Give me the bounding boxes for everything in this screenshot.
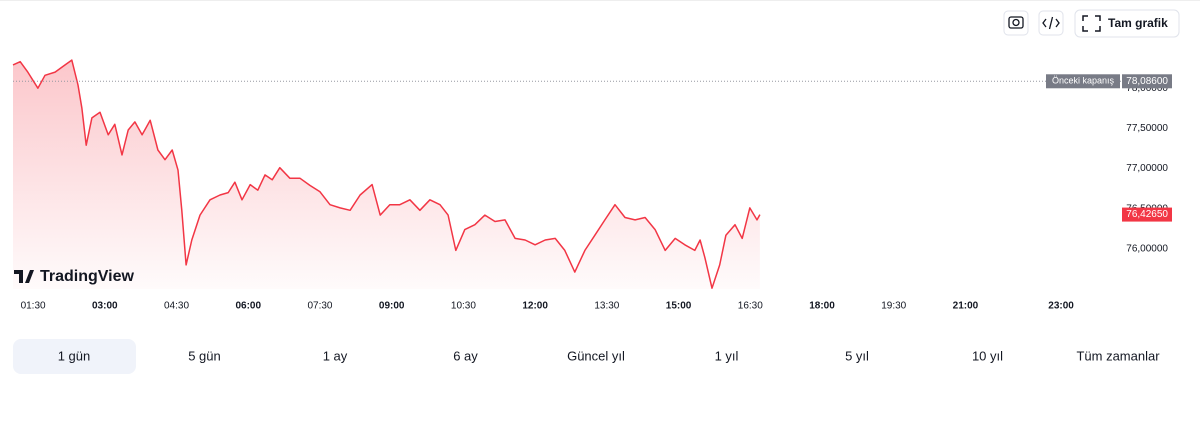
x-tick-label: 03:00 xyxy=(92,301,118,312)
y-tick-label: 76,00000 xyxy=(1126,243,1168,254)
range-button[interactable]: 1 ay xyxy=(323,348,348,363)
logo-text: TradingView xyxy=(40,268,135,285)
x-tick-label: 13:30 xyxy=(594,301,619,312)
top-border xyxy=(0,0,1200,1)
range-button-label: 5 gün xyxy=(188,348,221,363)
range-button-label: 6 ay xyxy=(453,348,478,363)
x-tick-label: 01:30 xyxy=(21,301,46,312)
x-tick-label: 07:30 xyxy=(307,301,332,312)
x-tick-label: 12:00 xyxy=(522,301,548,312)
x-tick-label: 23:00 xyxy=(1048,301,1074,312)
fullscreen-button[interactable]: Tam grafik xyxy=(1074,9,1180,38)
range-button[interactable]: 1 gün xyxy=(13,339,136,374)
range-button-label: 1 gün xyxy=(58,348,91,363)
range-button[interactable]: 5 yıl xyxy=(845,348,869,363)
x-tick-label: 21:00 xyxy=(953,301,979,312)
range-button-label: 1 ay xyxy=(323,348,348,363)
fullscreen-label: Tam grafik xyxy=(1108,16,1168,30)
x-tick-label: 19:30 xyxy=(881,301,906,312)
range-button-label: 10 yıl xyxy=(972,348,1003,363)
range-button[interactable]: Güncel yıl xyxy=(567,348,625,363)
range-button[interactable]: 6 ay xyxy=(453,348,478,363)
price-line xyxy=(12,59,761,289)
y-tick-label: 77,50000 xyxy=(1126,123,1168,134)
x-tick-label: 15:00 xyxy=(666,301,692,312)
x-tick-label: 09:00 xyxy=(379,301,405,312)
range-button[interactable]: 10 yıl xyxy=(972,348,1003,363)
x-tick-label: 10:30 xyxy=(451,301,476,312)
previous-close-name-bg xyxy=(1046,74,1120,89)
x-tick-label: 04:30 xyxy=(164,301,189,312)
range-button-label: Tüm zamanlar xyxy=(1076,348,1160,363)
range-button-bg xyxy=(13,339,136,374)
logo: TradingView xyxy=(14,268,135,285)
range-button-label: Güncel yıl xyxy=(567,348,625,363)
previous-close-tag: 78,08600 xyxy=(1126,76,1168,87)
x-tick-label: 06:00 xyxy=(235,301,261,312)
area xyxy=(13,60,760,289)
embed-button[interactable] xyxy=(1038,10,1064,36)
camera-button[interactable] xyxy=(1003,10,1029,36)
last-price-tag-bg xyxy=(1122,207,1172,222)
range-button[interactable]: 1 yıl xyxy=(715,348,739,363)
x-tick-label: 18:00 xyxy=(809,301,835,312)
range-button[interactable]: 5 gün xyxy=(188,348,221,363)
y-tick-label: 77,00000 xyxy=(1126,163,1168,174)
y-tick-label: 78,00000 xyxy=(1126,83,1168,94)
previous-close-name: Önceki kapanış xyxy=(1052,76,1115,86)
previous-close-tag-bg xyxy=(1122,74,1172,89)
x-tick-label: 16:30 xyxy=(738,301,763,312)
range-button[interactable]: Tüm zamanlar xyxy=(1076,348,1160,363)
chart: 76,0000076,5000077,0000077,5000078,00000… xyxy=(12,59,1172,312)
range-button-label: 5 yıl xyxy=(845,348,869,363)
range-button-label: 1 yıl xyxy=(715,348,739,363)
last-price-tag: 76,42650 xyxy=(1126,209,1168,220)
